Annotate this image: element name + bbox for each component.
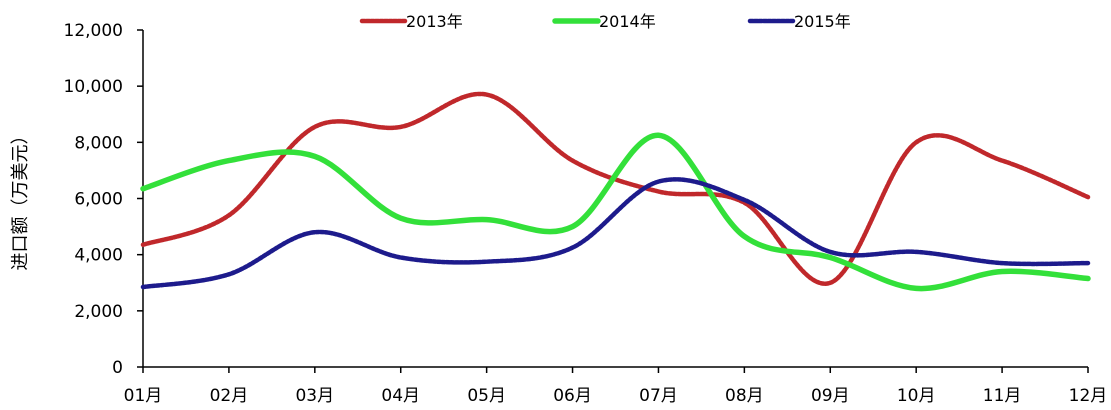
x-tick-label: 04月 [381,386,420,406]
y-tick-label: 8,000 [74,133,123,153]
series-layer [140,91,1091,292]
series-line-2 [140,132,1091,292]
y-tick-label: 4,000 [74,246,123,266]
x-tick-label: 02月 [210,386,249,406]
y-tick-label: 10,000 [64,77,123,97]
series-line-3 [140,177,1091,290]
legend-label: 2014年 [599,12,656,31]
y-axis-label: 进口额（万美元） [10,127,31,271]
y-tick-label: 0 [112,358,123,378]
x-tick-label: 01月 [124,386,163,406]
x-tick-label: 10月 [897,386,936,406]
x-tick-label: 12月 [1069,386,1108,406]
legend-label: 2013年 [406,12,463,31]
series-line-1 [140,91,1091,286]
legend: 2013年 2014年 2015年 [359,12,851,31]
x-tick-label: 09月 [811,386,850,406]
y-tick-label: 12,000 [64,21,123,41]
x-tick-label: 07月 [639,386,678,406]
axes: 0 2,000 4,000 6,000 8,000 10,000 12,000 01月 02月 0… [64,21,1108,406]
y-tick-label: 6,000 [74,190,123,210]
legend-label: 2015年 [794,12,851,31]
y-tick-label: 2,000 [74,302,123,322]
x-tick-label: 11月 [983,386,1022,406]
x-tick-label: 06月 [553,386,592,406]
x-tick-label: 05月 [467,386,506,406]
x-tick-label: 03月 [295,386,334,406]
x-tick-label: 08月 [725,386,764,406]
